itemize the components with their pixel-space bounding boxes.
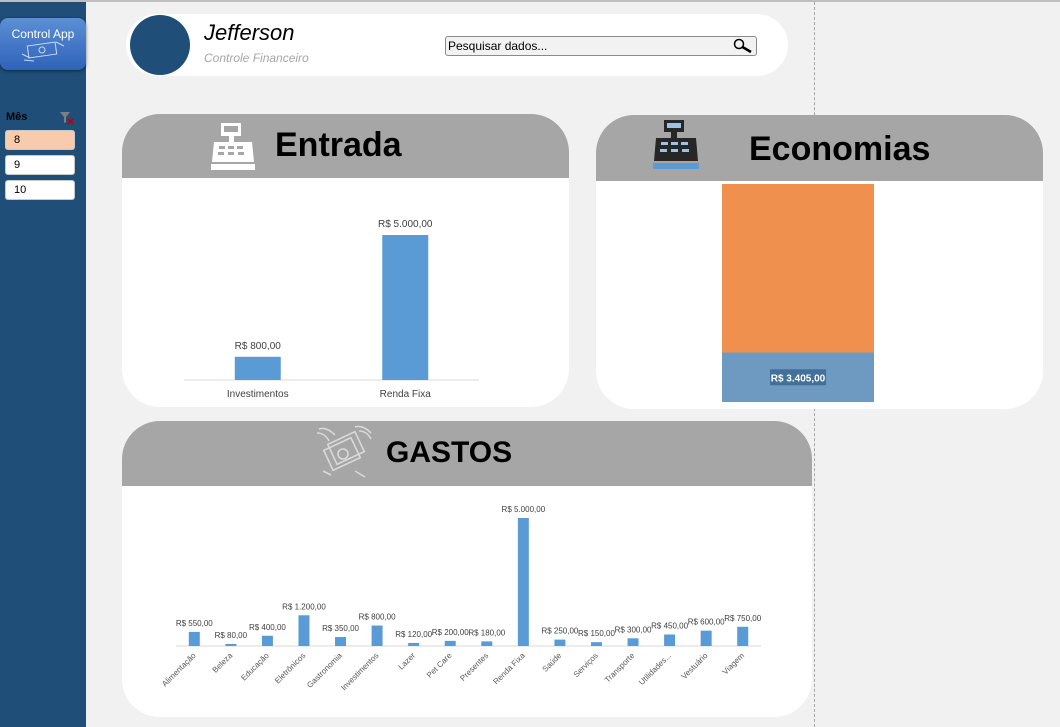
gastos-category-label: Vestuário: [680, 651, 710, 681]
gastos-panel: GASTOS R$ 550,00 Alimentação R$ 80,00 Belez…: [122, 421, 812, 717]
gastos-data-label: R$ 550,00: [176, 619, 213, 628]
gastos-data-label: R$ 5.000,00: [502, 505, 546, 514]
cash-register-icon: [211, 123, 255, 170]
gastos-category-label: Viagem: [721, 651, 747, 677]
gastos-bar: [408, 642, 420, 646]
gastos-category-label: Lazer: [397, 651, 418, 672]
gastos-category-label: Investimentos: [339, 651, 380, 692]
gastos-category-label: Alimentação: [160, 651, 198, 689]
sidebar: Control App Mês 8 9 10: [0, 2, 86, 727]
gastos-data-label: R$ 250,00: [541, 627, 578, 636]
slicer-item-8[interactable]: 8: [5, 130, 75, 150]
gastos-category-label: Utilidades...: [637, 651, 673, 687]
gastos-bar: [517, 518, 529, 646]
economias-panel: Economias R$ 3.405,00: [596, 115, 1043, 409]
gastos-title: GASTOS: [386, 436, 513, 469]
economias-bar-remaining: [722, 184, 874, 353]
gastos-bar: [188, 631, 200, 646]
gastos-data-label: R$ 80,00: [215, 631, 248, 640]
gastos-bar: [481, 641, 493, 646]
economias-data-label-bg: [770, 369, 826, 386]
gastos-bar: [700, 630, 712, 646]
search-icon[interactable]: [732, 38, 754, 54]
gastos-bar: [335, 637, 347, 646]
slicer-item-9[interactable]: 9: [5, 155, 75, 175]
entrada-category-label: Investimentos: [227, 389, 289, 400]
gastos-data-label: R$ 800,00: [359, 613, 396, 622]
gastos-category-label: Serviços: [572, 651, 600, 679]
slicer-item-10[interactable]: 10: [5, 180, 75, 200]
gastos-bar: [371, 625, 383, 646]
gastos-category-label: Educação: [239, 651, 271, 683]
user-subtitle: Controle Financeiro: [204, 51, 309, 65]
entrada-category-label: Renda Fixa: [380, 389, 432, 400]
gastos-bar: [298, 615, 310, 646]
gastos-category-label: Beleza: [211, 651, 235, 675]
gastos-category-label: Transporte: [603, 651, 637, 685]
cash-register-icon: [653, 120, 699, 169]
gastos-data-label: R$ 300,00: [615, 625, 652, 634]
avatar: [130, 15, 190, 75]
economias-data-label: R$ 3.405,00: [771, 373, 826, 384]
gastos-category-label: Gastronomia: [305, 651, 344, 690]
gastos-category-label: Eletrônicos: [273, 651, 307, 685]
month-slicer-title: Mês: [6, 111, 28, 123]
entrada-data-label: R$ 5.000,00: [378, 219, 433, 230]
gastos-category-label: Renda Fixa: [491, 651, 527, 687]
gastos-header: [122, 421, 812, 486]
gastos-data-label: R$ 120,00: [395, 630, 432, 639]
gastos-data-label: R$ 150,00: [578, 629, 615, 638]
top-border: [0, 0, 1060, 2]
gastos-data-label: R$ 350,00: [322, 624, 359, 633]
gastos-bar: [627, 638, 639, 646]
search-placeholder: Pesquisar dados...: [448, 39, 548, 53]
clear-filter-icon[interactable]: [59, 110, 75, 126]
gastos-data-label: R$ 600,00: [688, 618, 725, 627]
gastos-bar: [737, 626, 749, 646]
gastos-bar: [225, 643, 237, 646]
entrada-panel: Entrada R$ 800,00 Investimentos R$ 5.000,0…: [122, 114, 569, 407]
flying-money-icon: [316, 425, 372, 478]
gastos-data-label: R$ 750,00: [724, 614, 761, 623]
gastos-data-label: R$ 400,00: [249, 623, 286, 632]
user-name: Jefferson: [204, 20, 295, 45]
money-icon: [21, 41, 65, 62]
gastos-category-label: Saúde: [541, 651, 564, 674]
gastos-data-label: R$ 200,00: [432, 628, 469, 637]
economias-chart: R$ 3.405,00: [722, 184, 874, 402]
entrada-title: Entrada: [275, 126, 402, 164]
entrada-bar: [382, 235, 429, 380]
control-app-label: Control App: [11, 27, 75, 41]
economias-title: Economias: [749, 130, 931, 168]
gastos-bar: [261, 635, 273, 646]
gastos-category-label: Pet Care: [425, 651, 454, 680]
gastos-bar: [664, 634, 676, 646]
gastos-chart: R$ 550,00 Alimentação R$ 80,00 Beleza R$ 400…: [160, 505, 762, 692]
search-input[interactable]: Pesquisar dados...: [445, 36, 757, 56]
gastos-data-label: R$ 450,00: [651, 621, 688, 630]
entrada-header: [122, 114, 569, 178]
control-app-button[interactable]: Control App: [0, 18, 86, 70]
entrada-chart: R$ 800,00 Investimentos R$ 5.000,00 Renda F…: [184, 219, 479, 400]
gastos-bar: [554, 639, 566, 646]
gastos-bar: [444, 640, 456, 646]
gastos-bar: [590, 642, 602, 646]
gastos-category-label: Presentes: [458, 651, 490, 683]
gastos-data-label: R$ 180,00: [468, 628, 505, 637]
profile-header: Jefferson Controle Financeiro Pesquisar …: [126, 14, 788, 76]
gastos-data-label: R$ 1.200,00: [282, 602, 326, 611]
entrada-bar: [234, 356, 281, 380]
entrada-data-label: R$ 800,00: [235, 341, 282, 352]
